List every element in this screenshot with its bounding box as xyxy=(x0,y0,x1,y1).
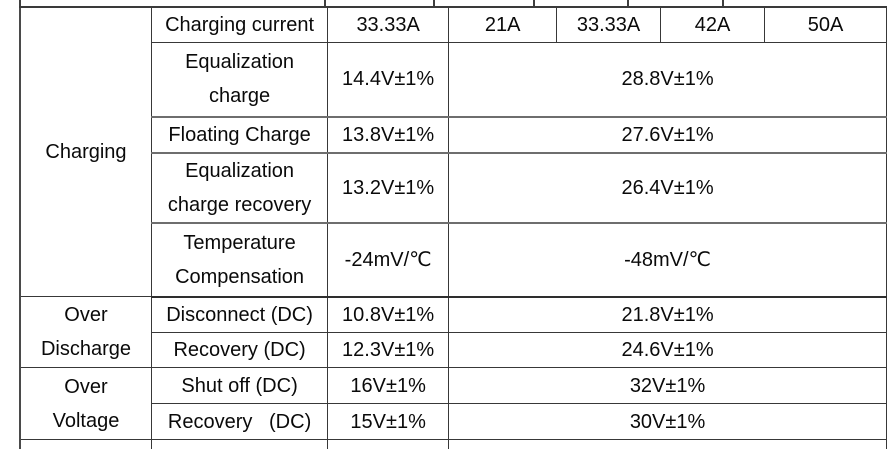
value-cell-over-discharge-recovery-24v: 24.6V±1% xyxy=(448,332,887,368)
upper-table-border-fragment xyxy=(533,0,535,7)
value-cell-charging-current-3: 33.33A xyxy=(556,6,661,43)
param-cell-equalization-charge: Equalization charge xyxy=(150,42,329,118)
param-cell-floating-charge: Floating Charge xyxy=(150,116,329,154)
partial-cell xyxy=(327,439,450,449)
upper-table-fragment xyxy=(0,0,887,7)
upper-table-border-fragment xyxy=(433,0,435,7)
value-cell-over-voltage-shutoff-24v: 32V±1% xyxy=(448,367,887,404)
row-over-voltage-recovery: Recovery (DC) 15V±1% 30V±1% xyxy=(20,403,887,440)
value-cell-floating-charge-12v: 13.8V±1% xyxy=(327,116,450,154)
value-cell-over-voltage-shutoff-12v: 16V±1% xyxy=(327,367,450,404)
row-over-discharge-recovery: Recovery (DC) 12.3V±1% 24.6V±1% xyxy=(20,332,887,368)
value-cell-charging-current-2: 21A xyxy=(448,6,558,43)
value-cell-charging-current-5: 50A xyxy=(764,6,887,43)
value-cell-equalization-charge-12v: 14.4V±1% xyxy=(327,42,450,118)
value-cell-over-voltage-recovery-12v: 15V±1% xyxy=(327,403,450,440)
row-over-discharge-disconnect: Over Discharge Disconnect (DC) 10.8V±1% … xyxy=(19,296,887,368)
category-cell-over-discharge: Over Discharge xyxy=(19,296,152,368)
upper-table-border-fragment xyxy=(627,0,629,7)
value-cell-equalization-charge-recovery-24v: 26.4V±1% xyxy=(448,152,887,224)
partial-cell xyxy=(448,439,887,449)
value-cell-charging-current-4: 42A xyxy=(659,6,766,43)
partial-cell xyxy=(19,439,152,449)
value-cell-over-voltage-recovery-24v: 30V±1% xyxy=(448,403,887,440)
value-cell-over-discharge-disconnect-12v: 10.8V±1% xyxy=(327,296,450,333)
value-cell-charging-current-1: 33.33A xyxy=(327,6,450,43)
row-over-voltage-shutoff: Over Voltage Shut off (DC) 16V±1% 32V±1% xyxy=(19,367,887,440)
param-cell-over-voltage-shutoff: Shut off (DC) xyxy=(150,367,329,404)
param-cell-equalization-charge-recovery: Equalization charge recovery xyxy=(150,152,329,224)
upper-table-border-fragment xyxy=(722,0,724,7)
row-charging-current: Charging Charging current 33.33A 21A 33.… xyxy=(19,6,887,297)
category-cell-charging: Charging xyxy=(19,6,152,297)
param-cell-over-voltage-recovery: Recovery (DC) xyxy=(150,403,329,440)
param-cell-over-discharge-disconnect: Disconnect (DC) xyxy=(150,296,329,333)
value-cell-over-discharge-disconnect-24v: 21.8V±1% xyxy=(448,296,887,333)
row-equalization-charge: Equalization charge 14.4V±1% 28.8V±1% xyxy=(20,42,887,118)
upper-table-border-fragment xyxy=(19,0,21,7)
value-cell-equalization-charge-recovery-12v: 13.2V±1% xyxy=(327,152,450,224)
row-temperature-compensation: Temperature Compensation -24mV/℃ -48mV/℃ xyxy=(20,222,887,298)
row-floating-charge: Floating Charge 13.8V±1% 27.6V±1% xyxy=(20,116,887,154)
value-cell-temperature-compensation-24v: -48mV/℃ xyxy=(448,222,887,298)
partial-cell xyxy=(150,439,329,449)
row-equalization-charge-recovery: Equalization charge recovery 13.2V±1% 26… xyxy=(20,152,887,224)
row-partial-bottom xyxy=(19,439,887,449)
upper-table-border-fragment xyxy=(324,0,326,7)
value-cell-over-discharge-recovery-12v: 12.3V±1% xyxy=(327,332,450,368)
value-cell-temperature-compensation-12v: -24mV/℃ xyxy=(327,222,450,298)
value-cell-floating-charge-24v: 27.6V±1% xyxy=(448,116,887,154)
param-cell-charging-current: Charging current xyxy=(150,6,329,43)
category-cell-over-voltage: Over Voltage xyxy=(19,367,152,440)
value-cell-equalization-charge-24v: 28.8V±1% xyxy=(448,42,887,118)
spec-table: Charging Charging current 33.33A 21A 33.… xyxy=(19,6,887,449)
param-cell-over-discharge-recovery: Recovery (DC) xyxy=(150,332,329,368)
param-cell-temperature-compensation: Temperature Compensation xyxy=(150,222,329,298)
